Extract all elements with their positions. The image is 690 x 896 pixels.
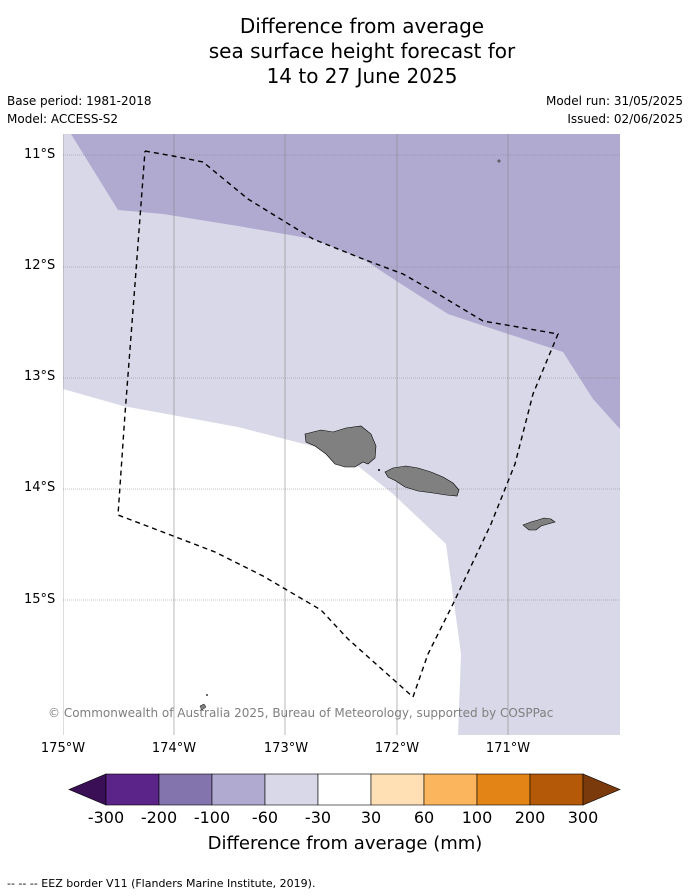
chart-title: Difference from average sea surface heig…: [0, 14, 690, 89]
colorbar-tick: -60: [251, 808, 279, 827]
lon-label: 174°W: [151, 741, 197, 756]
lat-label: 12°S: [24, 258, 56, 273]
copyright-credit: © Commonwealth of Australia 2025, Bureau…: [48, 706, 554, 720]
colorbar-tick: 60: [413, 808, 435, 827]
title-line-2: sea surface height forecast for: [208, 39, 516, 63]
lon-label: 175°W: [40, 741, 86, 756]
lat-label: 13°S: [24, 369, 56, 384]
rose-islet: [199, 703, 207, 711]
colorbar-tick: 200: [514, 808, 546, 827]
small-islet: [206, 694, 208, 696]
colorbar-segment: [264, 773, 319, 806]
tutuila-island: [522, 517, 556, 531]
eez-border: [117, 150, 559, 699]
colorbar-low-extend: [68, 773, 107, 806]
lon-label: 171°W: [485, 741, 531, 756]
issued-text: Issued: 02/06/2025: [567, 112, 683, 126]
lon-label: 172°W: [374, 741, 420, 756]
swains-islet: [497, 159, 501, 163]
colorbar-tick: -300: [87, 808, 125, 827]
colorbar-segment: [158, 773, 213, 806]
colorbar-segment: [476, 773, 531, 806]
model-text: Model: ACCESS-S2: [7, 112, 119, 126]
anomaly-band-dark: [71, 134, 620, 429]
colorbar-tick: 100: [461, 808, 493, 827]
colorbar-tick: 30: [360, 808, 382, 827]
colorbar-segment: [105, 773, 160, 806]
colorbar-tick: 300: [567, 808, 599, 827]
map-panel: [63, 134, 620, 735]
lat-label: 11°S: [24, 147, 56, 162]
colorbar-segment: [317, 773, 372, 806]
base-period-text: Base period: 1981-2018: [7, 94, 152, 108]
colorbar-segment: [423, 773, 478, 806]
title-line-3: 14 to 27 June 2025: [266, 64, 458, 88]
colorbar-tick: -30: [304, 808, 332, 827]
lat-label: 14°S: [24, 480, 56, 495]
colorbar-tick: -200: [140, 808, 178, 827]
lon-label: 173°W: [263, 741, 309, 756]
colorbar-label: Difference from average (mm): [207, 833, 483, 854]
colorbar-segment: [370, 773, 425, 806]
eez-legend-note: -- -- -- EEZ border V11 (Flanders Marine…: [7, 877, 316, 890]
map-gridlines: [63, 134, 620, 735]
upolu-island: [384, 465, 460, 497]
manono-islet: [378, 469, 380, 471]
title-line-1: Difference from average: [239, 14, 485, 38]
colorbar-tick: -100: [193, 808, 231, 827]
colorbar-high-extend: [582, 773, 621, 806]
lat-label: 15°S: [24, 592, 56, 607]
model-run-text: Model run: 31/05/2025: [545, 94, 683, 108]
colorbar: [68, 773, 621, 806]
savaii-island: [304, 425, 377, 468]
colorbar-segment: [529, 773, 584, 806]
colorbar-segment: [211, 773, 266, 806]
